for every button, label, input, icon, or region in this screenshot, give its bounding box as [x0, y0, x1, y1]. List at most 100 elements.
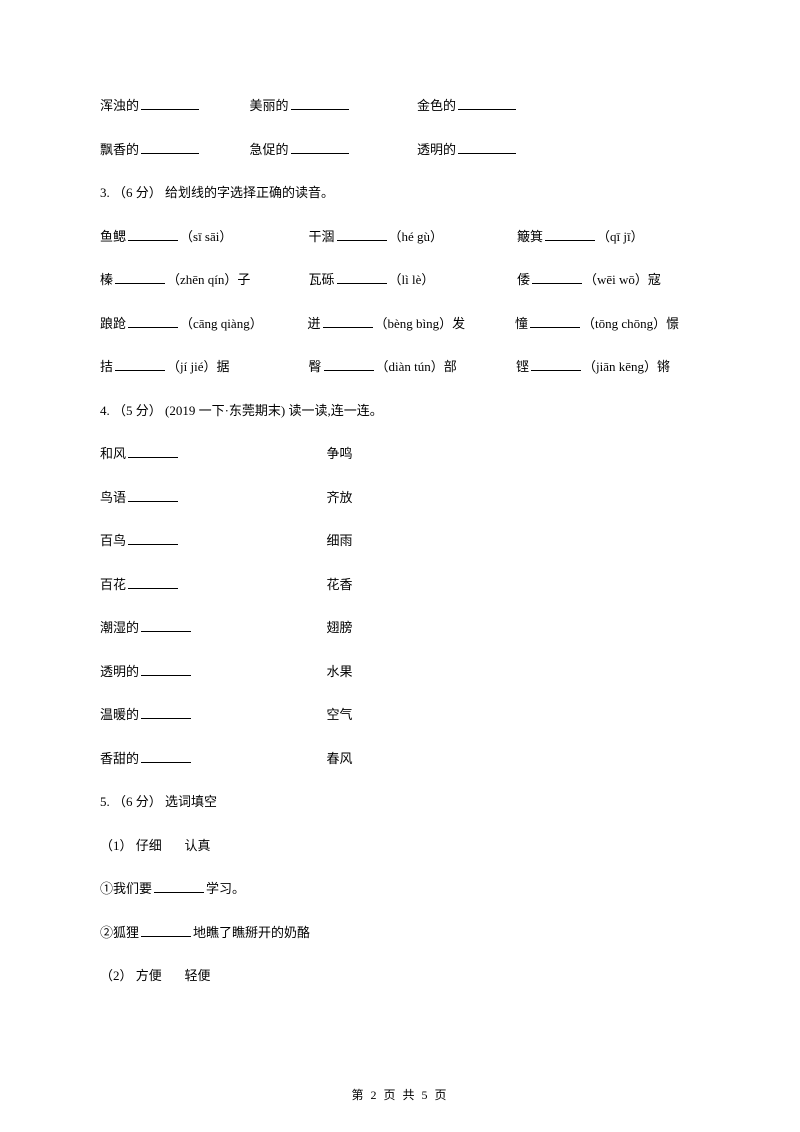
blank[interactable] — [128, 575, 178, 589]
q5-header: 5. （6 分） 选词填空 — [100, 792, 700, 812]
pinyin: （qī jī） — [597, 229, 644, 244]
text: 美丽的 — [250, 98, 289, 113]
q2-row2: 飘香的 急促的 透明的 — [100, 140, 700, 160]
left: 潮湿的 — [100, 620, 139, 635]
q4-pair-0: 和风 争鸣 — [100, 444, 700, 464]
q5-g2-choices: （2） 方便 轻便 — [100, 966, 700, 986]
blank[interactable] — [291, 96, 349, 110]
blank[interactable] — [115, 270, 165, 284]
blank[interactable] — [324, 357, 374, 371]
q3-r3: 踉跄 （cāng qiàng） 迸 （bèng bìng）发 憧 （tōng chōn… — [100, 314, 700, 334]
left: 透明的 — [100, 664, 139, 679]
blank[interactable] — [337, 270, 387, 284]
text: 飘香的 — [100, 142, 139, 157]
q4-pair-1: 鸟语 齐放 — [100, 488, 700, 508]
pinyin: （diàn tún）部 — [376, 359, 457, 374]
text: 迸 — [308, 316, 321, 331]
q4-header: 4. （5 分） (2019 一下·东莞期末) 读一读,连一连。 — [100, 401, 700, 421]
blank[interactable] — [141, 140, 199, 154]
right: 细雨 — [327, 533, 353, 548]
blank[interactable] — [141, 618, 191, 632]
text: 干涸 — [309, 229, 335, 244]
right: 水果 — [327, 664, 353, 679]
left: 香甜的 — [100, 751, 139, 766]
text: 金色的 — [417, 98, 456, 113]
blank[interactable] — [115, 357, 165, 371]
blank[interactable] — [532, 270, 582, 284]
pinyin: （hé gù） — [389, 229, 444, 244]
text: 浑浊的 — [100, 98, 139, 113]
pinyin: （jiān kēng）锵 — [583, 359, 670, 374]
blank[interactable] — [128, 227, 178, 241]
blank[interactable] — [141, 749, 191, 763]
blank[interactable] — [141, 96, 199, 110]
page-footer: 第 2 页 共 5 页 — [0, 1086, 800, 1104]
q4-pair-7: 香甜的 春风 — [100, 749, 700, 769]
q5-g1-s2: ②狐狸 地瞧了瞧掰开的奶酪 — [100, 923, 700, 943]
blank[interactable] — [128, 488, 178, 502]
right: 花香 — [327, 577, 353, 592]
q5-g1-s1: ①我们要 学习。 — [100, 879, 700, 899]
text: 透明的 — [417, 142, 456, 157]
blank[interactable] — [337, 227, 387, 241]
left: 百鸟 — [100, 533, 126, 548]
q4-pair-3: 百花 花香 — [100, 575, 700, 595]
blank[interactable] — [545, 227, 595, 241]
text: 倭 — [517, 272, 530, 287]
left: 百花 — [100, 577, 126, 592]
text: ②狐狸 — [100, 925, 139, 940]
pinyin: （tōng chōng）憬 — [582, 316, 679, 331]
text: 瓦砾 — [309, 272, 335, 287]
text: 榛 — [100, 272, 113, 287]
q3-r4: 拮 （jí jié）据 臀 （diàn tún）部 铿 （jiān kēng）锵 — [100, 357, 700, 377]
pinyin: （jí jié）据 — [167, 359, 229, 374]
text: 鱼鳃 — [100, 229, 126, 244]
pinyin: （bèng bìng）发 — [375, 316, 466, 331]
pinyin: （lì lè） — [389, 272, 435, 287]
text: 拮 — [100, 359, 113, 374]
q4-pair-4: 潮湿的 翅膀 — [100, 618, 700, 638]
q2-row1: 浑浊的 美丽的 金色的 — [100, 96, 700, 116]
right: 春风 — [327, 751, 353, 766]
blank[interactable] — [128, 314, 178, 328]
text: 憧 — [515, 316, 528, 331]
text: 踉跄 — [100, 316, 126, 331]
right: 翅膀 — [327, 620, 353, 635]
pinyin: （sī sāi） — [180, 229, 232, 244]
q3-header: 3. （6 分） 给划线的字选择正确的读音。 — [100, 183, 700, 203]
blank[interactable] — [530, 314, 580, 328]
pinyin: （wēi wō）寇 — [584, 272, 661, 287]
blank[interactable] — [323, 314, 373, 328]
pinyin: （zhēn qín）子 — [167, 272, 250, 287]
q5-g1-choices: （1） 仔细 认真 — [100, 836, 700, 856]
text: 铿 — [516, 359, 529, 374]
blank[interactable] — [458, 96, 516, 110]
q4-pair-5: 透明的 水果 — [100, 662, 700, 682]
text: 臀 — [309, 359, 322, 374]
blank[interactable] — [141, 662, 191, 676]
blank[interactable] — [291, 140, 349, 154]
blank[interactable] — [141, 705, 191, 719]
left: 鸟语 — [100, 490, 126, 505]
q3-r2: 榛 （zhēn qín）子 瓦砾 （lì lè） 倭 （wēi wō）寇 — [100, 270, 700, 290]
blank[interactable] — [531, 357, 581, 371]
blank[interactable] — [128, 531, 178, 545]
left: 和风 — [100, 446, 126, 461]
right: 争鸣 — [327, 446, 353, 461]
text: 地瞧了瞧掰开的奶酪 — [193, 925, 310, 940]
text: 簸箕 — [517, 229, 543, 244]
q4-pair-2: 百鸟 细雨 — [100, 531, 700, 551]
right: 齐放 — [327, 490, 353, 505]
right: 空气 — [327, 707, 353, 722]
blank[interactable] — [458, 140, 516, 154]
blank[interactable] — [128, 444, 178, 458]
q4-pair-6: 温暖的 空气 — [100, 705, 700, 725]
left: 温暖的 — [100, 707, 139, 722]
blank[interactable] — [141, 923, 191, 937]
text: 学习。 — [206, 881, 245, 896]
q3-r1: 鱼鳃 （sī sāi） 干涸 （hé gù） 簸箕 （qī jī） — [100, 227, 700, 247]
text: ①我们要 — [100, 881, 152, 896]
blank[interactable] — [154, 879, 204, 893]
text: 急促的 — [250, 142, 289, 157]
pinyin: （cāng qiàng） — [180, 316, 263, 331]
